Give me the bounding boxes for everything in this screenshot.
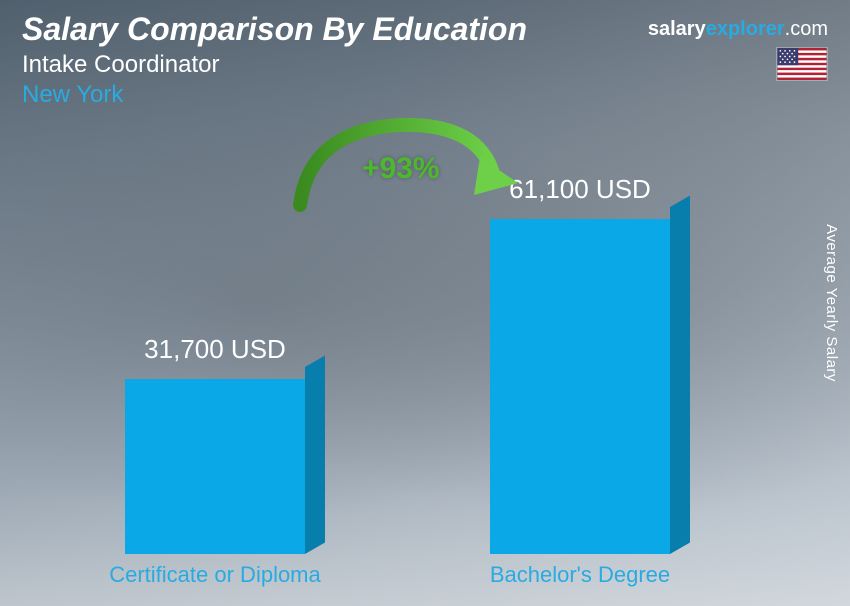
header-block: Salary Comparison By Education Intake Co… <box>22 12 527 109</box>
brand-part-salary: salary <box>648 18 706 40</box>
brand-part-explorer: explorer <box>706 18 785 40</box>
bar-3d <box>125 379 305 554</box>
bar-front-face <box>125 379 305 554</box>
percent-change-label: +93% <box>362 152 440 186</box>
bar-category-label: Certificate or Diploma <box>85 562 345 588</box>
location: New York <box>22 81 527 109</box>
us-flag-icon <box>776 47 828 81</box>
brand-block: salaryexplorer.com <box>648 18 828 81</box>
bar-1: 61,100 USD <box>480 174 680 554</box>
bar-side-face <box>670 195 690 554</box>
bar-0: 31,700 USD <box>115 334 315 554</box>
brand-logo-text: salaryexplorer.com <box>648 18 828 41</box>
bar-value-label: 31,700 USD <box>115 334 315 365</box>
y-axis-label: Average Yearly Salary <box>823 224 840 382</box>
job-title: Intake Coordinator <box>22 51 527 79</box>
bar-side-face <box>305 355 325 554</box>
bar-front-face <box>490 219 670 554</box>
chart-title: Salary Comparison By Education <box>22 12 527 47</box>
bar-category-label: Bachelor's Degree <box>470 562 690 588</box>
bar-3d <box>490 219 670 554</box>
brand-part-dotcom: .com <box>785 18 828 40</box>
